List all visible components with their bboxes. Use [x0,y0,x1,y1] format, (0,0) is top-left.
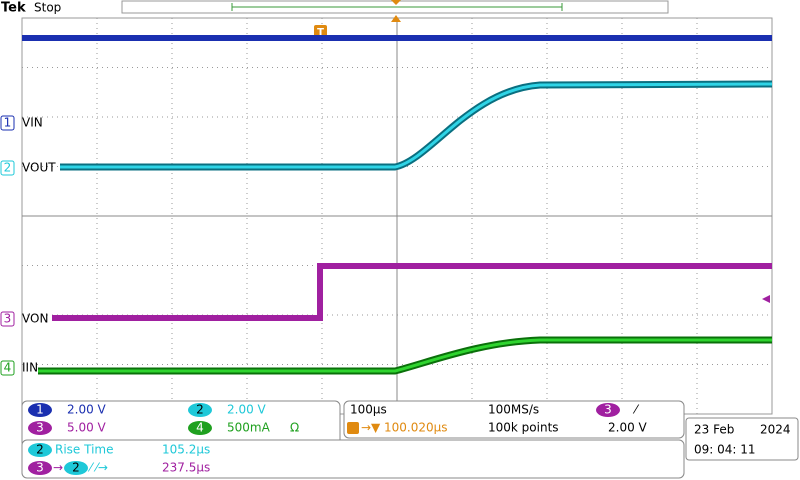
unit-symbol: Ω [290,421,299,435]
channel-number: 3 [36,421,44,435]
channel-scale: 5.00 V [67,421,107,435]
channel-number: 2 [36,443,44,457]
datetime-panel [685,417,799,461]
year: 2024 [760,423,791,437]
time: 09: 04: 11 [694,443,756,457]
channel-number: 2 [196,403,204,417]
channel-number: 3 [604,403,612,417]
channel-badge [64,461,88,475]
record-length: 100k points [488,421,559,435]
trace-ch2 [60,82,773,169]
date: 23 Feb [694,423,734,437]
trace-ch4 [38,338,772,373]
trace-labels: 1 VIN 2 VOUT 3 VON 4 IIN [0,115,56,376]
time-position: 100.020µs [384,421,448,435]
channel-scale: 2.00 V [67,403,107,417]
channel-number: 3 [4,312,12,326]
channel-number: 2 [72,461,80,475]
meas-name: Rise Time [55,443,114,457]
trigger-level [762,295,770,303]
trigger-letter: T [317,27,324,38]
panel-content: 1 2.00 V 2 2.00 V 3 5.00 V 4 500mA Ω 3 2 3 2 [28,403,620,475]
brand: Tek [1,1,26,16]
meas-value: 237.5µs [162,461,210,475]
trigger-level-text: 2.00 V [608,421,648,435]
pos-arrow: →▼ [361,421,381,435]
channel-badge [28,461,52,475]
channel-badge [28,421,52,435]
channel-number: 2 [4,161,12,175]
meas-edges: ⁄ ⁄→ [87,461,108,475]
channel-badge [0,311,15,327]
trigger-slope: ⁄ [632,403,640,417]
time-scale: 100µs [350,403,387,417]
channel-number: 1 [36,403,44,417]
channel-badge [28,403,52,417]
channel-badge [28,443,52,457]
channel-badge [596,403,620,417]
measurement-panel [21,439,685,479]
position-marker [391,0,401,5]
meas-value: 105.2µs [162,443,210,457]
acq-status: Stop [34,1,61,15]
channel-badge [0,160,15,176]
channel-number: 4 [196,421,204,435]
channel-scale: 500mA [227,421,271,435]
channel-badge [0,360,15,376]
channel-label: VON [22,312,48,326]
record-window [231,3,563,11]
trigger-point [391,15,401,22]
channel-number: 3 [36,461,44,475]
channel-number: 1 [4,116,12,130]
trace-ch3 [52,263,772,321]
channel-number: 4 [4,361,12,375]
trigger-badge [314,25,327,38]
channel-badge [188,421,212,435]
pos-badge [347,422,359,434]
channel-label: VOUT [22,161,56,175]
meas-arrow: → [53,461,63,475]
sample-rate: 100MS/s [488,403,539,417]
channel-badge [0,115,15,131]
channel-scale: 2.00 V [227,403,267,417]
channel-badge [188,403,212,417]
channel-label: VIN [22,116,43,130]
channel-label: IIN [22,361,38,375]
